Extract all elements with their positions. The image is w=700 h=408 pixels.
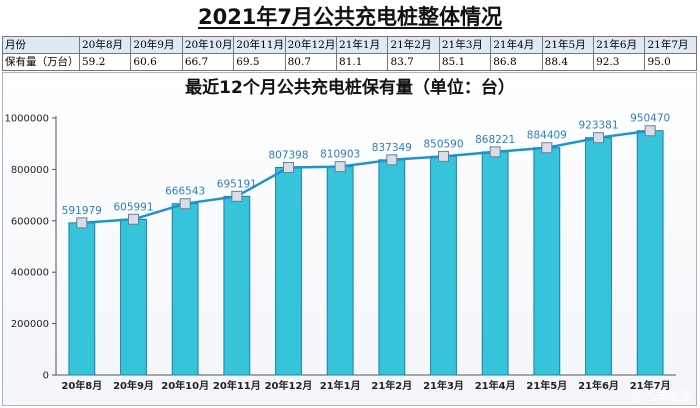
bar — [636, 130, 664, 376]
x-tick-label: 21年4月 — [475, 379, 516, 392]
y-tick-label: 400000 — [11, 268, 49, 279]
x-tick-label: 20年10月 — [161, 379, 209, 392]
data-label: 695191 — [217, 178, 257, 190]
data-label: 923381 — [578, 120, 618, 132]
month-cell: 21年4月 — [490, 36, 543, 54]
data-point — [334, 161, 346, 173]
y-tick-label: 600000 — [11, 216, 49, 227]
data-label: 850590 — [423, 138, 463, 150]
data-label: 807398 — [268, 149, 308, 161]
value-cell: 59.2 — [78, 53, 132, 71]
y-tick-label: 0 — [43, 371, 49, 382]
data-label: 837349 — [372, 142, 412, 154]
month-cell: 21年2月 — [387, 36, 440, 54]
value-cell: 66.7 — [181, 53, 235, 71]
data-label: 950470 — [630, 113, 670, 125]
bar — [378, 159, 406, 376]
data-point — [128, 213, 139, 225]
month-cell: 21年5月 — [541, 36, 595, 54]
bar — [275, 166, 302, 376]
data-point — [438, 150, 449, 162]
bar — [171, 203, 199, 376]
x-tick-label: 21年6月 — [578, 379, 619, 392]
value-cell: 69.5 — [233, 53, 286, 71]
data-point — [593, 132, 604, 144]
bar — [120, 218, 147, 376]
summary-table: 月份 20年8月 20年9月 20年10月 20年11月 20年12月 21年1… — [2, 36, 697, 71]
x-tick-label: 20年12月 — [265, 379, 313, 392]
value-cell: 92.3 — [593, 53, 646, 71]
data-point — [231, 190, 243, 202]
value-cell: 86.8 — [490, 53, 543, 71]
month-cell: 21年6月 — [593, 36, 646, 54]
month-cell: 20年8月 — [78, 36, 132, 54]
data-label: 591979 — [62, 205, 102, 217]
value-cell: 60.6 — [130, 53, 183, 71]
month-cell: 21年7月 — [644, 36, 697, 54]
chart-title: 最近12个月公共充电桩保有量（单位：台） — [185, 78, 515, 98]
summary-value-row: 保有量（万台） 59.2 60.6 66.7 69.5 80.7 81.1 83… — [2, 53, 697, 71]
bar — [430, 155, 457, 376]
bar — [326, 166, 354, 376]
data-label: 605991 — [113, 201, 153, 213]
month-cell: 21年1月 — [336, 36, 389, 54]
series-line — [81, 129, 651, 225]
value-cell: 95.0 — [644, 53, 697, 71]
data-label: 810903 — [320, 149, 360, 161]
data-label: 666543 — [165, 186, 205, 198]
data-label: 868221 — [475, 134, 515, 146]
y-tick-label: 200000 — [11, 319, 49, 330]
x-tick-label: 21年3月 — [423, 379, 464, 392]
data-point — [179, 198, 191, 210]
bar — [533, 147, 561, 376]
data-point — [76, 217, 88, 229]
summary-header-row: 月份 20年8月 20年9月 20年10月 20年11月 20年12月 21年1… — [2, 36, 697, 54]
x-tick-label: 20年8月 — [61, 379, 102, 392]
y-tick-label: 800000 — [11, 165, 49, 176]
x-tick-label: 20年11月 — [213, 379, 261, 392]
x-tick-label: 21年1月 — [320, 379, 361, 392]
bar — [585, 137, 612, 376]
value-cell: 81.1 — [336, 53, 389, 71]
x-tick-label: 21年5月 — [526, 379, 567, 392]
data-point — [489, 146, 501, 158]
data-point — [644, 125, 656, 137]
value-cell: 83.7 — [387, 53, 440, 71]
value-cell: 85.1 — [438, 53, 492, 71]
y-tick-label: 1000000 — [4, 114, 49, 125]
watermark-text: @汽车能源 — [631, 389, 692, 403]
x-tick-label: 21年7月 — [630, 379, 671, 392]
data-point — [283, 161, 294, 173]
page-title: 2021年7月公共充电桩整体情况 — [197, 5, 503, 29]
bar — [481, 151, 509, 376]
month-cell: 20年12月 — [284, 36, 338, 54]
bar — [223, 195, 251, 376]
data-label: 884409 — [527, 130, 567, 142]
data-point — [541, 142, 553, 154]
x-tick-label: 20年9月 — [113, 379, 154, 392]
data-point — [386, 154, 398, 166]
bar — [68, 222, 96, 376]
value-cell: 88.4 — [541, 53, 595, 71]
x-tick-label: 21年2月 — [371, 379, 412, 392]
